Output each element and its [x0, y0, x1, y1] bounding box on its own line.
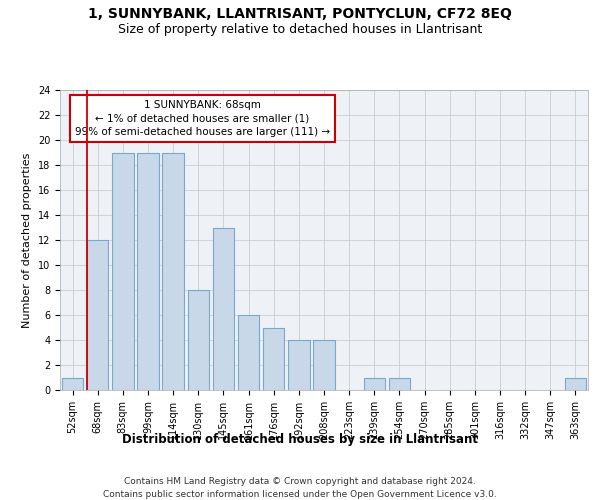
- Text: Contains HM Land Registry data © Crown copyright and database right 2024.: Contains HM Land Registry data © Crown c…: [124, 478, 476, 486]
- Y-axis label: Number of detached properties: Number of detached properties: [22, 152, 32, 328]
- Text: Distribution of detached houses by size in Llantrisant: Distribution of detached houses by size …: [122, 432, 478, 446]
- Bar: [213, 228, 234, 390]
- Bar: [163, 152, 184, 390]
- Bar: [137, 152, 158, 390]
- Bar: [263, 328, 284, 390]
- Bar: [112, 152, 134, 390]
- Bar: [565, 378, 586, 390]
- Text: Size of property relative to detached houses in Llantrisant: Size of property relative to detached ho…: [118, 22, 482, 36]
- Bar: [313, 340, 335, 390]
- Bar: [238, 315, 259, 390]
- Text: 1, SUNNYBANK, LLANTRISANT, PONTYCLUN, CF72 8EQ: 1, SUNNYBANK, LLANTRISANT, PONTYCLUN, CF…: [88, 8, 512, 22]
- Text: 1 SUNNYBANK: 68sqm
← 1% of detached houses are smaller (1)
99% of semi-detached : 1 SUNNYBANK: 68sqm ← 1% of detached hous…: [75, 100, 330, 137]
- Bar: [87, 240, 109, 390]
- Bar: [188, 290, 209, 390]
- Bar: [389, 378, 410, 390]
- Bar: [62, 378, 83, 390]
- Text: Contains public sector information licensed under the Open Government Licence v3: Contains public sector information licen…: [103, 490, 497, 499]
- Bar: [364, 378, 385, 390]
- Bar: [288, 340, 310, 390]
